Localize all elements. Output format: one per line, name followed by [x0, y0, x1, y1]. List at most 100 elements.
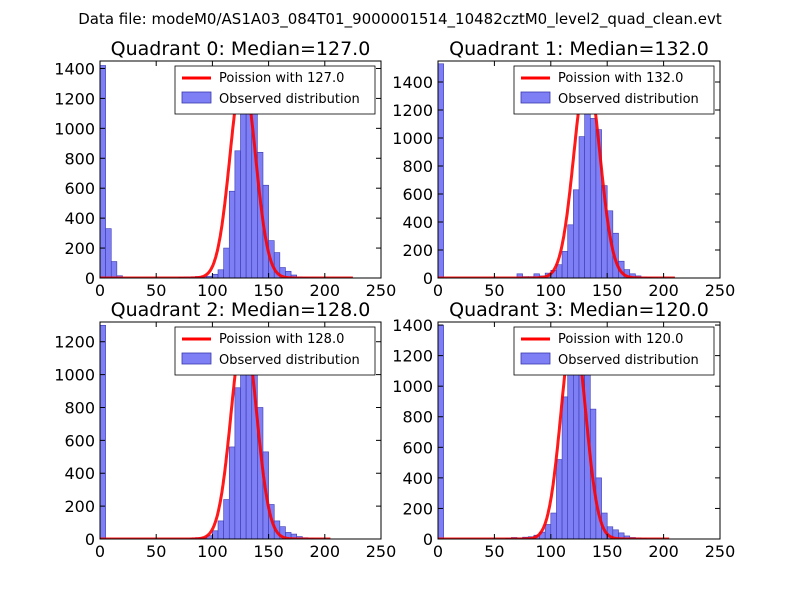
- histogram-bar: [217, 269, 224, 278]
- x-tick-label: 150: [592, 281, 623, 300]
- histogram-bar: [544, 524, 552, 539]
- x-tick-label: 250: [366, 542, 397, 561]
- y-tick-label: 800: [64, 149, 95, 168]
- y-tick-label: 1200: [392, 347, 433, 366]
- legend-label-observed: Observed distribution: [219, 353, 360, 368]
- histogram-bar: [217, 520, 224, 539]
- x-tick-label: 200: [310, 281, 341, 300]
- histogram-bar: [245, 102, 253, 278]
- figure-title: Data file: modeM0/AS1A03_084T01_90000015…: [78, 10, 722, 29]
- y-tick-label: 400: [402, 469, 433, 488]
- x-tick-label: 50: [484, 542, 504, 561]
- histogram-bar: [212, 530, 219, 539]
- y-tick-label: 800: [402, 157, 433, 176]
- poisson-curve: [100, 73, 354, 278]
- legend: Poission with 120.0 Observed distribution: [513, 326, 715, 376]
- legend-bar-swatch: [181, 91, 212, 104]
- axes-frame: [99, 321, 382, 540]
- y-tick-label: 1200: [392, 101, 433, 120]
- x-tick-label: 200: [648, 542, 679, 561]
- histogram-bar: [228, 446, 236, 539]
- histogram-bar: [240, 93, 247, 278]
- x-tick-label: 100: [536, 281, 567, 300]
- y-tick-label: 1000: [392, 129, 433, 148]
- x-tick-label: 50: [484, 281, 504, 300]
- histogram-bar: [100, 324, 106, 539]
- x-tick-label: 0: [433, 542, 443, 561]
- panel-quadrant-1: 0 50 100 150 200 250 0 200 400 600 800 1000 1200 1400…: [392, 38, 735, 300]
- histogram-bar: [223, 247, 230, 278]
- panel-title: Quadrant 0: Median=127.0: [111, 38, 371, 60]
- histogram-bar: [561, 251, 569, 278]
- histogram-bar: [223, 499, 230, 539]
- legend-label-observed: Observed distribution: [219, 92, 360, 107]
- y-tick-label: 0: [85, 269, 95, 288]
- x-tick-label: 200: [310, 542, 341, 561]
- poisson-curve: [438, 328, 671, 539]
- histogram-bar: [550, 512, 557, 539]
- histogram-bar: [234, 387, 241, 539]
- legend-label-observed: Observed distribution: [558, 353, 699, 368]
- panel-quadrant-0: 0 50 100 150 200 250 0 200 400 600 800 1000 1200 1400…: [54, 38, 396, 300]
- y-tick-label: 400: [64, 464, 95, 483]
- histogram-bar: [212, 273, 219, 278]
- x-tick-label: 50: [146, 281, 166, 300]
- x-tick-label: 150: [592, 542, 623, 561]
- y-tick-label: 200: [402, 241, 433, 260]
- x-tick-label: 250: [705, 542, 736, 561]
- y-tick-label: 1000: [54, 366, 95, 385]
- y-tick-label: 600: [402, 185, 433, 204]
- histogram-bar: [578, 136, 585, 278]
- y-tick-label: 400: [64, 209, 95, 228]
- legend-bar-swatch: [520, 352, 551, 365]
- y-tick-label: 600: [402, 438, 433, 457]
- legend: Poission with 132.0 Observed distribution: [513, 65, 715, 115]
- y-tick-label: 1200: [54, 333, 95, 352]
- legend-box: [513, 65, 715, 115]
- x-tick-label: 250: [366, 281, 397, 300]
- y-tick-label: 1400: [392, 316, 433, 335]
- legend-box: [174, 65, 376, 115]
- y-tick-label: 1400: [54, 59, 95, 78]
- y-tick-label: 0: [423, 530, 433, 549]
- y-tick-label: 1000: [54, 119, 95, 138]
- x-tick-label: 150: [253, 542, 284, 561]
- histogram-bar: [573, 189, 580, 278]
- legend-bar-swatch: [520, 91, 551, 104]
- histogram-bar: [438, 63, 444, 278]
- legend-label-poisson: Poission with 128.0: [219, 332, 344, 347]
- legend: Poission with 127.0 Observed distribution: [174, 65, 376, 115]
- y-tick-label: 800: [402, 408, 433, 427]
- panel-quadrant-3: 0 50 100 150 200 250 0 200 400 600 800 1000 1200 1400…: [392, 299, 735, 561]
- x-tick-label: 200: [648, 281, 679, 300]
- y-tick-label: 200: [402, 499, 433, 518]
- x-tick-label: 0: [433, 281, 443, 300]
- legend: Poission with 128.0 Observed distribution: [174, 326, 376, 376]
- y-tick-label: 400: [402, 213, 433, 232]
- y-tick-label: 200: [64, 497, 95, 516]
- histogram-bar: [273, 252, 281, 278]
- y-tick-label: 200: [64, 239, 95, 258]
- y-tick-label: 1200: [54, 89, 95, 108]
- y-tick-label: 600: [64, 431, 95, 450]
- x-tick-label: 0: [95, 281, 105, 300]
- panel-title: Quadrant 2: Median=128.0: [111, 299, 371, 321]
- y-tick-label: 1000: [392, 377, 433, 396]
- legend-label-poisson: Poission with 132.0: [558, 71, 683, 86]
- panel-title: Quadrant 1: Median=132.0: [449, 38, 709, 60]
- x-tick-label: 100: [197, 281, 228, 300]
- histogram-bar: [561, 396, 569, 539]
- axes-frame: [437, 60, 721, 279]
- x-tick-label: 50: [146, 542, 166, 561]
- y-tick-label: 0: [423, 269, 433, 288]
- y-tick-label: 600: [64, 179, 95, 198]
- axes-frame: [437, 321, 721, 540]
- histogram-bar: [110, 261, 118, 278]
- histogram-bar: [105, 228, 112, 278]
- histogram-bar: [589, 118, 597, 278]
- legend-label-poisson: Poission with 127.0: [219, 71, 344, 86]
- x-tick-label: 100: [536, 542, 567, 561]
- histogram-bars: [438, 324, 670, 539]
- legend-box: [174, 326, 376, 376]
